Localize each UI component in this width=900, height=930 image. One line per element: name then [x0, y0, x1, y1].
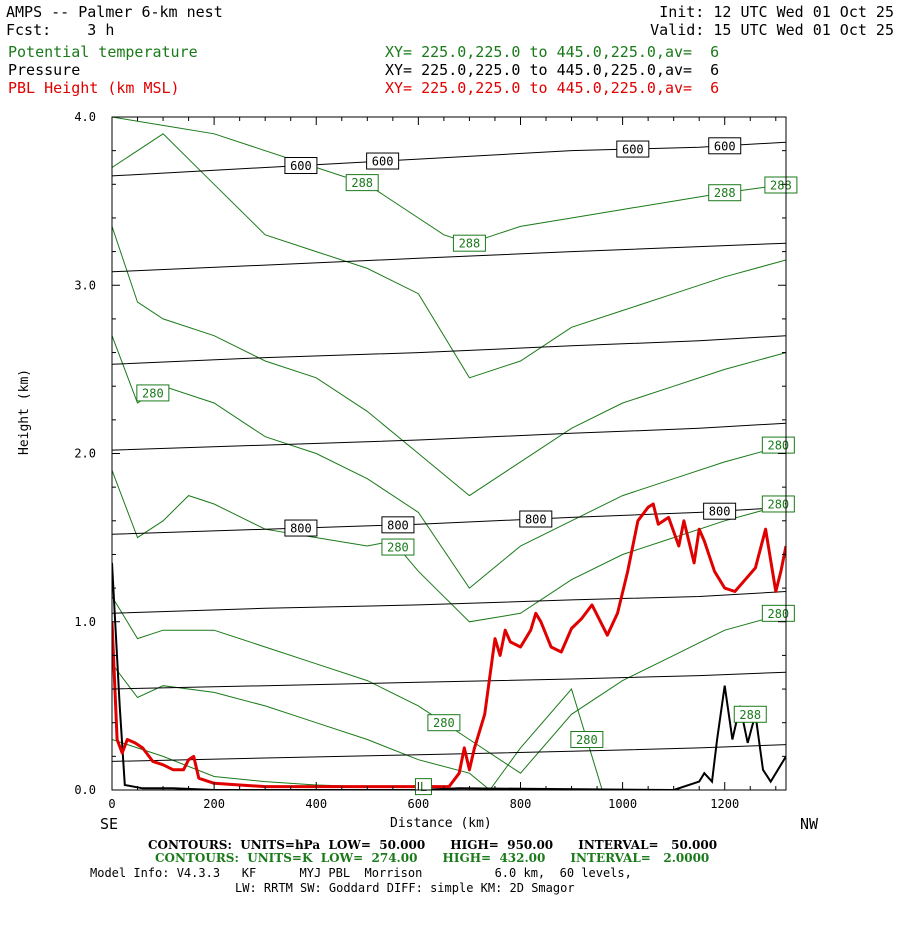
y-axis-label: Height (km)	[17, 368, 32, 455]
theta-label-6-0-box	[570, 731, 604, 749]
x-tick-label-200: 200	[203, 797, 225, 811]
footer-pressure-contours: CONTOURS: UNITS=hPa LOW= 50.000 HIGH= 95…	[148, 838, 718, 852]
theta-label-0-1-box	[452, 234, 486, 252]
pbl-height-series	[112, 502, 786, 789]
theta-label-3-1: 280	[767, 439, 789, 453]
x-tick-label-1000: 1000	[608, 797, 637, 811]
legend-theta-xy: XY= 225.0,225.0 to 445.0,225.0,av= 6	[385, 43, 720, 61]
pressure-contours	[112, 141, 786, 762]
theta-label-5-0-box	[427, 714, 461, 732]
chart-title: AMPS -- Palmer 6-km nest	[6, 3, 223, 21]
theta-label-5-1: 280	[767, 607, 789, 621]
x-axis-left-end: SE	[100, 815, 119, 833]
pressure-label-800-2: 800	[525, 513, 547, 527]
pressure-contour-950	[112, 744, 786, 762]
theta-contour-4	[112, 470, 786, 623]
annotation-0: 288	[739, 708, 761, 722]
legend-pressure-xy: XY= 225.0,225.0 to 445.0,225.0,av= 6	[385, 61, 720, 79]
pressure-label-800-1-box	[381, 516, 415, 534]
theta-label-6-0: 280	[576, 733, 598, 747]
valid-time: Valid: 15 UTC Wed 01 Oct 25	[650, 21, 894, 39]
pressure-label-600-0-box	[284, 157, 318, 175]
axes: 0 200 400 600 800 1000 1200 0.0 1.0 2.0 3.0 4.0	[74, 110, 786, 811]
theta-label-7-0-box	[414, 778, 432, 796]
pressure-contour-900	[112, 671, 786, 690]
pressure-label-600-1-box	[366, 152, 400, 170]
theta-contour-5	[112, 596, 786, 774]
legend-theta-name: Potential temperature	[8, 43, 198, 61]
theta-label-0-2: 288	[714, 186, 736, 200]
pressure-label-600-1: 600	[372, 155, 394, 169]
theta-label-4-1: 280	[767, 497, 789, 511]
footer-theta-contours: CONTOURS: UNITS=K LOW= 274.00 HIGH= 432.…	[155, 851, 710, 865]
pressure-label-600-3: 600	[714, 139, 736, 153]
footer-model-info: Model Info: V4.3.3 KF MYJ PBL Morrison 6…	[90, 866, 632, 880]
theta-contour-0	[112, 117, 786, 244]
theta-contour-1	[112, 133, 786, 379]
x-axis-right-end: NW	[800, 815, 819, 833]
pressure-label-800-0: 800	[290, 522, 312, 536]
cross-section-chart: 288 288 288 288 280 280 280 280 280 280 280 L 600 600…	[74, 110, 798, 811]
theta-label-0-3: 288	[770, 179, 792, 193]
theta-contour-3	[112, 335, 786, 589]
theta-contours	[112, 117, 786, 790]
y-tick-label-4: 4.0	[74, 110, 96, 124]
pressure-contour-600	[112, 141, 786, 177]
theta-label-4-0-box	[381, 538, 415, 556]
pressure-label-800-2-box	[519, 510, 553, 528]
x-tick-label-0: 0	[108, 797, 115, 811]
pressure-label-600-0: 600	[290, 159, 312, 173]
contour-labels: 288 288 288 288 280 280 280 280 280 280 280 L 600 600…	[136, 137, 798, 796]
pbl-height-line	[112, 502, 786, 789]
theta-label-0-2-box	[708, 184, 742, 202]
plot-frame	[111, 116, 787, 791]
forecast-hour: Fcst: 3 h	[6, 21, 115, 39]
pressure-label-800-0-box	[284, 519, 318, 537]
pressure-label-800-3-box	[703, 502, 737, 520]
pressure-label-600-2: 600	[622, 143, 644, 157]
y-tick-label-2: 2.0	[74, 447, 96, 461]
footer-model-physics: LW: RRTM SW: Goddard DIFF: simple KM: 2D…	[235, 881, 575, 895]
y-tick-label-3: 3.0	[74, 278, 96, 292]
theta-contour-6	[112, 663, 603, 790]
legend-pressure-name: Pressure	[8, 61, 81, 79]
y-tick-label-1: 1.0	[74, 615, 96, 629]
theta-label-0-3-box	[764, 176, 798, 194]
x-tick-label-1200: 1200	[710, 797, 739, 811]
legend-pbl-name: PBL Height (km MSL)	[8, 79, 180, 97]
init-time: Init: 12 UTC Wed 01 Oct 25	[659, 3, 894, 21]
theta-label-3-0-box	[136, 384, 170, 402]
pressure-contour-700	[112, 335, 786, 365]
theta-label-0-1: 288	[459, 237, 481, 251]
y-tick-label-0: 0.0	[74, 783, 96, 797]
theta-label-0-0: 288	[351, 176, 373, 190]
pressure-label-600-3-box	[708, 137, 742, 155]
pressure-contour-750	[112, 422, 786, 451]
pressure-contour-650	[112, 242, 786, 273]
theta-label-0-0-box	[345, 174, 379, 192]
pressure-label-800-3: 800	[709, 505, 731, 519]
pressure-label-600-2-box	[616, 140, 650, 158]
theta-label-3-0: 280	[142, 386, 164, 400]
annotation-0-box	[733, 705, 767, 723]
theta-label-5-0: 280	[433, 716, 455, 730]
legend-pbl-xy: XY= 225.0,225.0 to 445.0,225.0,av= 6	[385, 79, 720, 97]
theta-contour-2	[112, 226, 786, 497]
pressure-label-800-1: 800	[387, 518, 409, 532]
theta-label-7-0: L	[420, 780, 427, 794]
x-tick-label-800: 800	[510, 797, 532, 811]
x-tick-label-600: 600	[408, 797, 430, 811]
x-axis-label: Distance (km)	[390, 816, 492, 831]
pressure-contour-850	[112, 591, 786, 614]
theta-label-4-0: 280	[387, 541, 409, 555]
x-tick-label-400: 400	[305, 797, 327, 811]
